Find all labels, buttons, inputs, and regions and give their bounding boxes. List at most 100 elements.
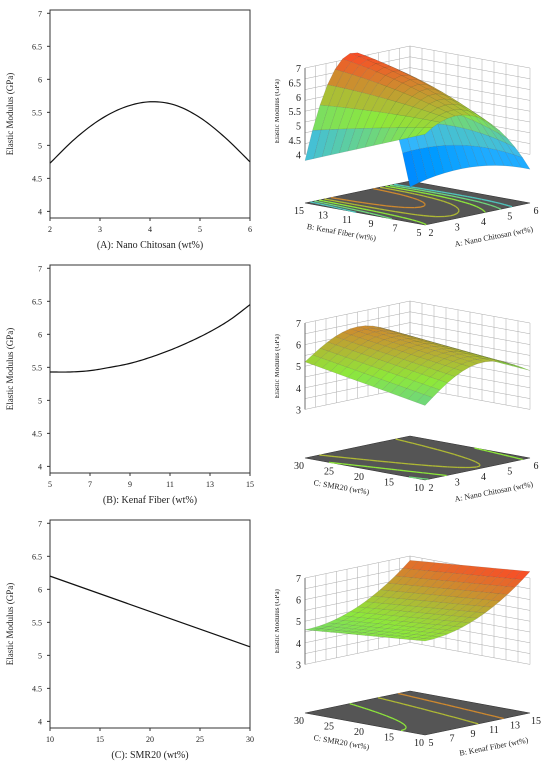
contour-line <box>364 211 370 214</box>
contour-line <box>347 205 353 208</box>
contour-line <box>430 193 436 196</box>
contour-line <box>394 189 401 192</box>
contour-line <box>400 194 404 196</box>
contour-line <box>324 198 330 201</box>
y-tick-label: 7 <box>393 224 398 235</box>
contour-line <box>411 695 417 699</box>
contour-line <box>382 189 388 193</box>
contour-line <box>390 186 396 189</box>
contour-line <box>464 457 468 460</box>
surface-patch <box>350 56 368 66</box>
contour-line <box>366 209 372 212</box>
y-tick-label: 4.5 <box>32 174 42 183</box>
contour-floor <box>304 435 531 481</box>
surface-patch <box>337 357 355 368</box>
surface-patch <box>453 364 471 372</box>
contour-line <box>423 222 427 226</box>
contour-line <box>419 221 422 224</box>
contour-line <box>469 203 474 206</box>
contour-line <box>433 448 438 451</box>
contour-line <box>399 721 402 723</box>
contour-line <box>404 185 411 188</box>
contour-line <box>354 203 360 207</box>
surface-patch <box>491 358 508 364</box>
contour-line <box>460 197 466 200</box>
contour-line <box>410 476 417 479</box>
surface-patch <box>438 111 456 119</box>
x-tick-label: 6 <box>534 461 539 472</box>
contour-line <box>415 696 421 700</box>
contour-line <box>453 213 457 216</box>
contour-line <box>330 461 337 464</box>
y-tick-label: 5.5 <box>32 108 42 117</box>
contour-line <box>334 200 340 203</box>
y-tick-label: 25 <box>324 467 334 478</box>
contour-line <box>428 709 434 713</box>
contour-line <box>376 211 382 214</box>
contour-line <box>403 723 406 726</box>
surface-patch <box>369 71 386 84</box>
contour-line <box>427 196 433 199</box>
contour-line <box>349 703 354 706</box>
surface-patch <box>375 62 392 68</box>
y-tick-label: 15 <box>294 206 304 217</box>
surface-patch <box>346 108 364 130</box>
x-tick-label: 11 <box>489 725 499 736</box>
y-tick-label: 5 <box>38 396 42 405</box>
x-tick-label: 13 <box>206 480 214 489</box>
grid-line <box>304 311 531 335</box>
surface-patch <box>476 358 493 363</box>
contour-line <box>408 441 414 444</box>
contour-line <box>373 188 379 191</box>
contour-line <box>386 715 390 718</box>
surface-patch <box>345 350 363 361</box>
contour-line <box>456 196 462 199</box>
surface-patch <box>313 357 330 369</box>
contour-line <box>409 470 417 473</box>
surface-patch <box>389 114 406 128</box>
contour-line <box>374 207 380 210</box>
surface-patch <box>498 133 516 148</box>
contour-line <box>310 201 316 204</box>
contour-line <box>499 202 505 206</box>
x-tick-label: 3 <box>455 223 460 234</box>
contour-line <box>513 456 519 460</box>
contour-line <box>382 215 387 218</box>
contour-line <box>329 199 335 202</box>
contour-line <box>405 187 412 190</box>
x-tick-label: 9 <box>471 729 476 740</box>
z-tick-label: 7 <box>296 64 301 75</box>
contour-line <box>421 444 426 448</box>
contour-line <box>360 706 366 709</box>
contour-line <box>459 707 465 710</box>
contour-line <box>391 205 399 208</box>
contour-line <box>369 206 375 209</box>
contour-line <box>457 210 460 213</box>
contour-line <box>364 205 370 208</box>
contour-line <box>437 702 442 705</box>
contour-line <box>391 191 397 195</box>
contour-line <box>385 185 391 188</box>
contour-line <box>474 722 479 725</box>
contour-line <box>424 708 430 712</box>
surface-patch <box>419 561 437 571</box>
contour-line <box>378 188 384 192</box>
contour-line <box>405 212 412 215</box>
contour-line <box>395 210 401 214</box>
contour-line <box>396 701 400 704</box>
contour-line <box>495 206 498 209</box>
x-tick-label: 15 <box>531 716 541 727</box>
x-tick-label: 3 <box>98 225 102 234</box>
surface-patch <box>446 124 463 146</box>
contour-line <box>478 448 484 451</box>
y-tick-label: 5.5 <box>32 618 42 627</box>
surface-patch <box>405 630 422 635</box>
surface-patch <box>382 635 399 638</box>
contour-line <box>323 204 329 207</box>
contour-line <box>477 206 480 209</box>
contour-line <box>467 195 473 199</box>
contour-line <box>428 472 435 475</box>
contour-line <box>474 200 480 203</box>
contour-line <box>475 205 479 208</box>
